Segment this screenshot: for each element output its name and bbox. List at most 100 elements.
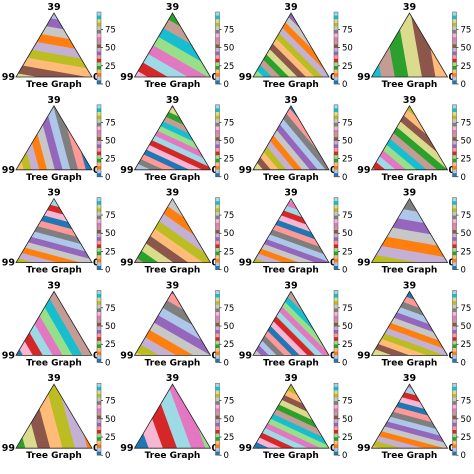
colorbar-segment xyxy=(452,69,457,74)
top-vertex-label: 39 xyxy=(403,373,416,384)
colorbar-segment xyxy=(452,297,457,302)
colorbar-tick-label: 0 xyxy=(342,358,347,368)
colorbar-frame xyxy=(96,104,102,178)
colorbar-segment xyxy=(452,337,457,342)
colorbar: 0 25 50 75 xyxy=(215,382,235,461)
colorbar-segment xyxy=(452,233,457,238)
colorbar-segment xyxy=(97,169,101,174)
colorbar-segment xyxy=(452,397,457,402)
colorbar-segment xyxy=(452,412,457,416)
colorbar-segment xyxy=(215,390,220,395)
x-axis-label: Tree Graph xyxy=(263,451,319,461)
colorbar-segment xyxy=(215,22,220,27)
colorbar-frame xyxy=(96,11,102,85)
colorbar-segment xyxy=(215,319,220,324)
colorbar-segment xyxy=(97,48,101,52)
colorbar-segment xyxy=(97,433,101,438)
colorbar-tick-label: 25 xyxy=(224,62,235,72)
colorbar-segment xyxy=(97,440,101,445)
x-axis-label: Tree Graph xyxy=(263,358,319,368)
colorbar-segment xyxy=(452,115,457,120)
colorbar-segment xyxy=(97,401,101,406)
colorbar-tick-label: 0 xyxy=(224,80,229,90)
colorbar-segment xyxy=(452,19,457,24)
colorbar-segment xyxy=(97,237,101,242)
x-axis-label: Tree Graph xyxy=(145,451,201,461)
colorbar: 0 25 50 75 xyxy=(215,104,234,183)
colorbar-segment xyxy=(215,344,220,349)
colorbar-frame xyxy=(215,104,220,178)
colorbar-segment xyxy=(97,108,101,113)
colorbar-segment xyxy=(215,315,220,320)
right-vertex-label: 0 xyxy=(330,72,337,83)
colorbar-segment xyxy=(452,22,457,27)
colorbar-segment xyxy=(334,119,338,124)
colorbar-segment xyxy=(215,294,220,298)
colorbar-segment xyxy=(215,219,220,224)
right-vertex-label: 0 xyxy=(93,72,100,83)
right-vertex-label: 0 xyxy=(93,443,100,454)
stripe xyxy=(253,304,311,356)
colorbar-tick-label: 25 xyxy=(461,62,472,72)
stripe xyxy=(16,291,62,356)
left-vertex-label: 99 xyxy=(357,350,370,361)
colorbar-segment xyxy=(334,33,338,38)
colorbar-frame xyxy=(215,11,220,85)
colorbar-tick-label: 25 xyxy=(342,340,353,350)
colorbar-segment xyxy=(452,55,457,60)
colorbar-frame xyxy=(452,104,457,178)
colorbar-segment xyxy=(452,158,457,163)
right-vertex-label: 0 xyxy=(212,443,219,454)
ternary-outline xyxy=(252,12,330,78)
right-vertex-label: 0 xyxy=(330,443,337,454)
colorbar-segment xyxy=(452,197,457,202)
ternary-outline xyxy=(252,383,330,449)
colorbar-segment xyxy=(334,440,338,445)
stripe xyxy=(253,410,329,449)
stripe xyxy=(145,13,211,33)
colorbar-segment xyxy=(215,230,220,234)
colorbar-segment xyxy=(334,37,338,42)
colorbar-segment xyxy=(334,437,338,442)
colorbar-segment xyxy=(215,351,220,356)
colorbar-segment xyxy=(215,169,220,174)
colorbar-segment xyxy=(97,58,101,63)
right-vertex-label: 0 xyxy=(449,165,456,176)
colorbar-segment xyxy=(215,204,220,209)
colorbar-segment xyxy=(452,122,457,127)
colorbar-tick-label: 50 xyxy=(105,136,116,146)
colorbar-segment xyxy=(334,297,338,302)
left-vertex-label: 99 xyxy=(120,443,133,454)
colorbar-segment xyxy=(452,37,457,42)
colorbar-segment xyxy=(215,312,220,316)
colorbar-segment xyxy=(97,340,101,345)
colorbar-segment xyxy=(334,244,338,249)
ternary-outline xyxy=(133,197,212,264)
ternary-outline xyxy=(252,197,330,264)
x-axis-label: Tree Graph xyxy=(145,80,201,90)
colorbar-segment xyxy=(97,426,101,431)
colorbar-segment xyxy=(215,240,220,245)
colorbar-segment xyxy=(215,104,220,109)
stripe xyxy=(134,315,211,356)
colorbar-segment xyxy=(334,144,338,149)
colorbar-frame xyxy=(215,197,220,270)
colorbar-segment xyxy=(215,173,220,178)
colorbar-segment xyxy=(334,404,338,409)
colorbar-segment xyxy=(452,401,457,406)
colorbar-segment xyxy=(334,201,338,206)
colorbar-segment xyxy=(452,12,457,16)
colorbar-tick-label: 75 xyxy=(224,397,235,407)
colorbar-segment xyxy=(334,62,338,67)
colorbar-tick-label: 75 xyxy=(342,304,353,314)
colorbar-segment xyxy=(452,112,457,116)
colorbar-segment xyxy=(334,137,338,142)
top-vertex-label: 39 xyxy=(284,95,297,106)
colorbar-segment xyxy=(97,444,101,449)
stripe xyxy=(134,132,211,170)
colorbar-segment xyxy=(215,80,220,85)
colorbar-segment xyxy=(97,312,101,316)
colorbar-segment xyxy=(97,119,101,124)
colorbar: 0 25 50 75 xyxy=(452,104,471,183)
colorbar: 0 25 50 75 xyxy=(333,382,353,461)
